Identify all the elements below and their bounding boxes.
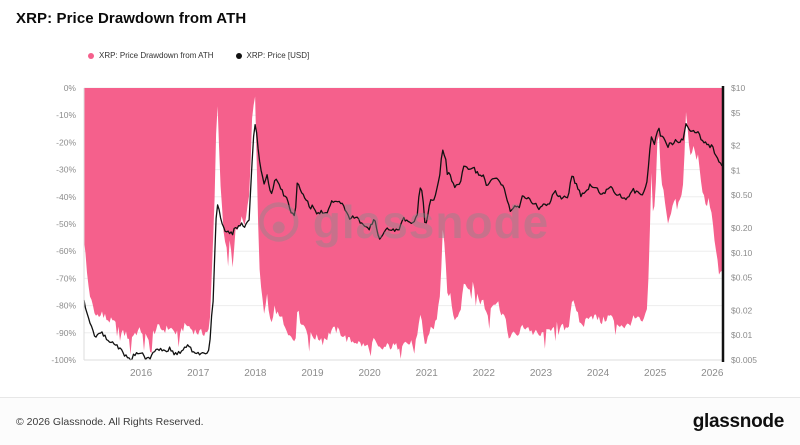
right-axis-label: $5 [731,108,741,118]
left-axis-label: 0% [64,83,77,93]
left-axis-label: -10% [56,110,76,120]
right-axis-label: $0.20 [731,223,753,233]
drawdown-series-dot-icon [88,52,94,59]
legend-item-label: XRP: Price Drawdown from ATH [99,51,214,60]
x-axis-label: 2019 [301,368,324,379]
left-axis-label: -100% [51,355,76,365]
right-axis-label: $1 [731,165,741,175]
left-axis-label: -50% [56,219,76,229]
x-axis-label: 2024 [587,368,610,379]
x-axis-label: 2023 [530,368,553,379]
left-axis-label: -70% [56,273,76,283]
x-axis-label: 2016 [130,368,153,379]
x-axis-label: 2021 [416,368,439,379]
left-axis-label: -20% [56,137,76,147]
price-series-dot-icon [235,52,242,59]
left-axis-label: -80% [56,301,76,311]
x-axis-label: 2022 [473,368,496,379]
right-axis-label: $2 [731,141,741,151]
drawdown-area [84,88,722,359]
x-axis-label: 2018 [244,368,267,379]
right-axis-label: $0.05 [731,273,753,283]
x-axis-label: 2025 [644,368,667,379]
right-axis-label: $0.10 [731,248,753,258]
legend: XRP: Price Drawdown from ATH XRP: Price … [88,51,309,60]
legend-item-label: XRP: Price [USD] [246,51,310,60]
left-axis-label: -90% [56,328,76,338]
left-axis-label: -40% [56,192,76,202]
right-axis-label: $0.02 [731,305,753,315]
x-axis-label: 2017 [187,368,210,379]
price-line [83,123,723,361]
footer: © 2026 Glassnode. All Rights Reserved. g… [0,397,800,445]
right-axis-label: $0.01 [731,330,753,340]
right-axis-label: $10 [731,83,745,93]
left-axis-label: -30% [56,165,76,175]
left-axis-label: -60% [56,246,76,256]
chart-canvas[interactable]: 0% -10% -20% -30% -40% -50% -60% -70% -80% -90% -1… [0,0,800,392]
legend-item-drawdown[interactable]: XRP: Price Drawdown from ATH [88,51,214,60]
right-axis-label: $0.50 [731,190,753,200]
glassnode-wordmark: glassnode [692,410,785,432]
legend-item-price[interactable]: XRP: Price [USD] [235,51,310,60]
x-axis-label: 2026 [701,368,724,379]
page-title: XRP: Price Drawdown from ATH [16,10,247,27]
x-axis-label: 2020 [358,368,381,379]
copyright-text: © 2026 Glassnode. All Rights Reserved. [16,415,204,428]
right-axis-label: $0.005 [731,355,757,365]
